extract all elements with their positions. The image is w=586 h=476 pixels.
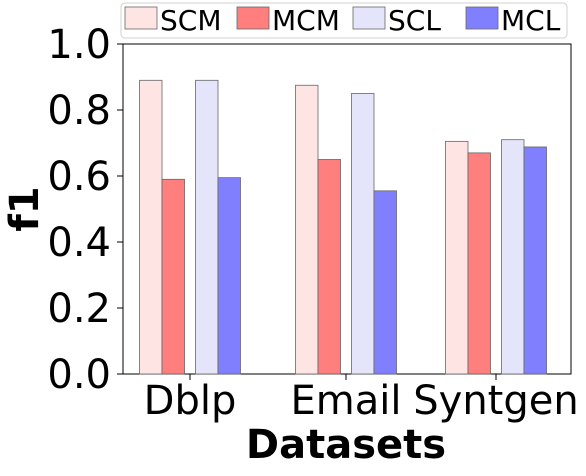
bar-mcm-email	[317, 159, 341, 375]
y-tick-label: 0.0	[47, 352, 111, 398]
y-tick-label: 1.0	[47, 22, 111, 68]
legend-swatch-scl	[352, 6, 386, 30]
x-tick-label: Email	[291, 378, 402, 424]
legend-label-mcl: MCL	[501, 4, 561, 37]
y-tick-label: 0.2	[47, 286, 111, 332]
legend-swatch-mcm	[236, 6, 270, 30]
bar-mcl-dblp	[217, 177, 241, 375]
legend: SCM MCM SCL MCL	[120, 2, 568, 39]
x-tick-label: Dblp	[144, 378, 237, 424]
bar-mcm-dblp	[161, 178, 185, 375]
bar-mcl-email	[373, 190, 397, 375]
bar-scl-email	[351, 93, 375, 375]
plot-frame	[122, 43, 572, 375]
legend-swatch-scm	[124, 6, 158, 30]
bar-scm-dblp	[139, 79, 163, 375]
bar-scl-syntgen	[501, 139, 525, 375]
bar-scm-syntgen	[445, 140, 469, 375]
legend-swatch-mcl	[465, 6, 499, 30]
bars	[139, 79, 547, 375]
bar-scl-dblp	[195, 79, 219, 375]
bar-mcl-syntgen	[523, 146, 547, 375]
legend-label-scl: SCL	[388, 4, 441, 37]
bar-scm-email	[295, 84, 319, 375]
y-axis: 0.0 0.2 0.4 0.6 0.8 1.0	[47, 22, 123, 398]
legend-label-mcm: MCM	[272, 4, 340, 37]
x-tick-label: Syntgen	[413, 378, 578, 424]
legend-label-scm: SCM	[160, 4, 221, 37]
y-tick-label: 0.4	[47, 220, 111, 266]
y-axis-title: f1	[2, 186, 48, 231]
y-tick-label: 0.8	[47, 88, 111, 134]
x-axis: Dblp Email Syntgen	[144, 374, 579, 424]
bar-mcm-syntgen	[467, 152, 491, 375]
plot-area: 0.0 0.2 0.4 0.6 0.8 1.0 Dblp Email Syntgen	[47, 22, 578, 424]
x-axis-title: Datasets	[246, 422, 446, 468]
legend-frame	[120, 2, 568, 39]
y-tick-label: 0.6	[47, 154, 111, 200]
